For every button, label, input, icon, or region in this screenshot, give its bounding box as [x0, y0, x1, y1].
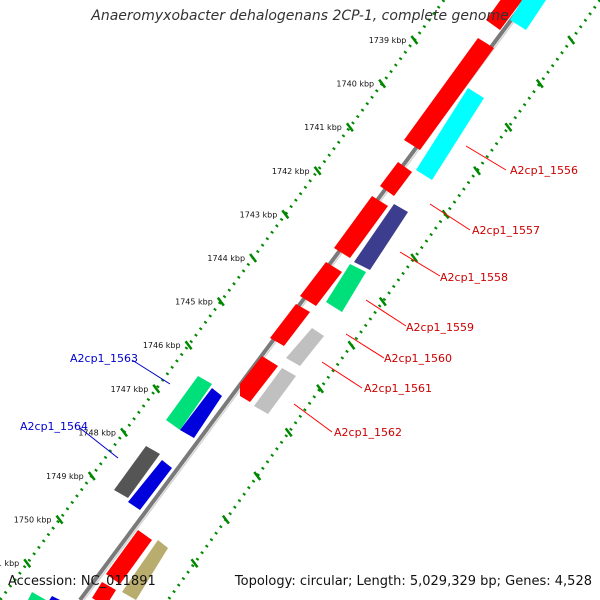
inner-tick-mark: [316, 384, 325, 394]
right-leader-lines: [293, 145, 507, 433]
gene-block[interactable]: [240, 356, 278, 402]
gene-label-1558[interactable]: A2cp1_1558: [440, 271, 509, 284]
tick-marks: [23, 35, 576, 568]
reverse-strand-genes: [28, 0, 546, 600]
topology-label: Topology: circular; Length: 5,029,329 bp…: [234, 574, 592, 589]
gene-label-1557[interactable]: A2cp1_1557: [472, 224, 541, 237]
gene-block[interactable]: [180, 388, 222, 438]
inner-tick-mark: [347, 340, 356, 350]
outer-scale-track: [0, 0, 446, 600]
inner-tick-mark: [535, 78, 544, 89]
inner-tick-mark: [284, 427, 293, 438]
inner-tick-mark: [410, 253, 419, 263]
left-leader-lines: [79, 359, 171, 459]
gene-block[interactable]: [354, 204, 408, 270]
forward-strand-genes: [92, 0, 530, 600]
inner-tick-mark: [378, 296, 387, 307]
kbp-tick-label: 1750 kbp: [14, 516, 52, 525]
gene-block[interactable]: [334, 196, 388, 258]
kbp-tick-label: 1746 kbp: [143, 341, 181, 350]
kbp-tick-label: 1741 kbp: [304, 123, 342, 132]
kbp-tick-label: 1748 kbp: [78, 428, 116, 437]
outer-tick-mark: [23, 558, 32, 568]
inner-tick-mark: [190, 558, 199, 568]
gene-block[interactable]: [128, 460, 172, 510]
outer-tick-mark: [152, 384, 161, 394]
outer-tick-mark: [378, 78, 387, 89]
gene-block[interactable]: [48, 596, 60, 600]
kbp-tick-label: 1749 kbp: [46, 472, 84, 481]
gene-block[interactable]: [114, 446, 160, 498]
inner-tick-mark: [221, 514, 230, 525]
kbp-tick-label: 1742 kbp: [272, 167, 310, 176]
accession-label: Accession: NC_011891: [8, 574, 156, 589]
outer-tick-mark: [410, 35, 419, 45]
inner-tick-mark: [473, 166, 482, 176]
inner-tick-mark: [567, 35, 576, 45]
gene-block[interactable]: [92, 582, 116, 600]
kbp-tick-label: 1743 kbp: [240, 210, 278, 219]
gene-block[interactable]: [106, 530, 152, 584]
outer-tick-mark: [249, 253, 258, 263]
outer-tick-mark: [313, 166, 322, 176]
gene-block[interactable]: [254, 368, 296, 414]
gene-block[interactable]: [380, 162, 412, 196]
gene-label-1559[interactable]: A2cp1_1559: [406, 321, 475, 334]
gene-label-1556[interactable]: A2cp1_1556: [510, 164, 579, 177]
outer-tick-mark: [120, 427, 129, 438]
gene-block[interactable]: [270, 304, 310, 346]
outer-tick-mark: [55, 514, 64, 525]
kbp-scale-labels: 1739 kbp 1740 kbp 1741 kbp 1742 kbp 1743 kbp…: [0, 36, 406, 568]
gene-label-1563[interactable]: A2cp1_1563: [70, 352, 139, 365]
outer-tick-mark: [87, 471, 96, 481]
gene-block[interactable]: [122, 540, 168, 600]
kbp-tick-label: 1751 kbp: [0, 559, 19, 568]
gene-block[interactable]: [166, 376, 212, 430]
gene-block[interactable]: [28, 592, 46, 600]
kbp-tick-label: 1747 kbp: [111, 385, 149, 394]
outer-tick-mark: [184, 340, 193, 350]
kbp-tick-label: 1739 kbp: [369, 36, 407, 45]
kbp-tick-label: 1744 kbp: [207, 254, 245, 263]
gene-block[interactable]: [300, 262, 342, 306]
gene-block[interactable]: [326, 264, 366, 312]
gene-label-1564[interactable]: A2cp1_1564: [20, 420, 89, 433]
inner-scale-track: [166, 0, 600, 600]
gene-label-1560[interactable]: A2cp1_1560: [384, 352, 453, 365]
kbp-tick-label: 1745 kbp: [175, 298, 213, 307]
outer-tick-mark: [216, 296, 225, 307]
gene-label-1561[interactable]: A2cp1_1561: [364, 382, 433, 395]
inner-tick-mark: [253, 471, 262, 481]
gene-block[interactable]: [286, 328, 324, 366]
gene-label-1562[interactable]: A2cp1_1562: [334, 426, 403, 439]
genome-title: Anaeromyxobacter dehalogenans 2CP-1, com…: [91, 8, 509, 24]
gene-block[interactable]: [404, 38, 494, 150]
outer-tick-mark: [281, 209, 290, 220]
inner-tick-mark: [504, 122, 513, 132]
gene-block[interactable]: [510, 0, 546, 30]
gene-block[interactable]: [416, 88, 484, 180]
outer-tick-mark: [345, 122, 354, 132]
gene-block[interactable]: [486, 0, 530, 30]
kbp-tick-label: 1740 kbp: [336, 80, 374, 89]
